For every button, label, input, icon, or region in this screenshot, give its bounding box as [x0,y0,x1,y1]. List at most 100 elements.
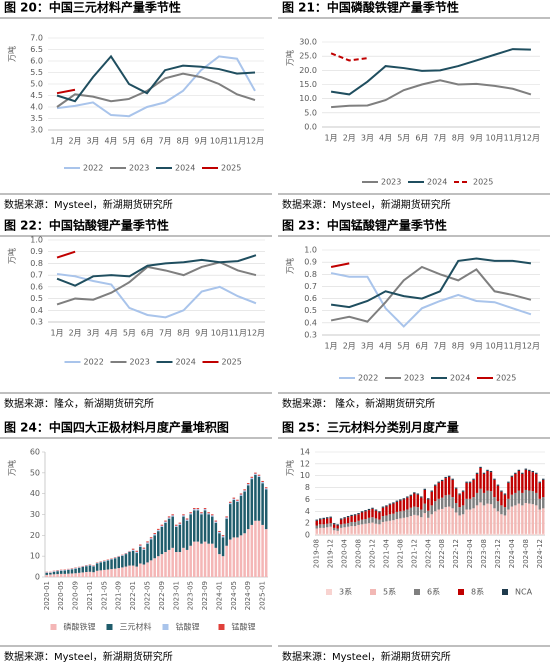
x-tick-label: 2021-05 [100,581,108,610]
bar-segment [486,533,489,535]
bar-segment [254,520,257,577]
bar-segment [521,472,524,474]
y-tick-label: 10 [300,471,310,480]
bar-segment [524,469,528,490]
y-tick-label: 0.3 [30,318,43,327]
bar-segment [542,508,545,534]
bar-segment [378,512,381,520]
bar-segment [182,547,185,577]
bar-segment [325,517,329,519]
bar-segment [468,509,472,534]
bar-segment [531,533,535,535]
x-tick-label: 11月 [229,329,247,338]
bar-segment [500,491,503,506]
bar-segment [510,506,514,534]
bar-segment [524,468,528,470]
bar-segment [210,514,214,516]
legend-label: 锰酸锂 [232,622,256,632]
x-tick-label: 2024-09 [244,581,252,610]
y-tick-label: 8 [305,483,310,492]
bar-segment [332,530,336,534]
series-line [56,250,76,259]
x-tick-label: 9月 [194,137,207,146]
bar-segment [239,495,243,536]
bar-segment [503,494,507,508]
bar-segment [482,473,486,493]
x-tick-label: 7月 [434,134,447,143]
series-line [56,54,256,103]
bar-segment [45,572,49,575]
bar-segment [413,506,416,515]
bar-segment [203,510,207,542]
bar-segment [153,558,156,577]
bar-segment [486,490,489,504]
bar-segment [225,518,228,546]
bar-segment [371,522,374,534]
bar-segment [402,510,406,518]
bar-segment [92,565,95,567]
bar-segment [339,518,343,520]
bar-segment [164,552,167,577]
bar-segment [70,568,74,570]
x-tick-label: 11月 [228,137,246,146]
bar-segment [399,499,402,501]
bar-segment [535,533,538,535]
x-tick-label: 2019-08 [313,539,321,568]
bar-segment [385,521,388,534]
bar-segment [343,523,346,528]
y-tick-label: 0.4 [30,306,43,315]
bar-segment [514,492,517,506]
bar-segment [45,574,49,577]
bar-segment [542,497,545,509]
bar-segment [493,497,496,509]
bar-segment [264,489,268,530]
bar-segment [343,517,346,519]
series-line [56,55,256,118]
x-tick-label: 10月 [211,329,229,338]
bar-segment [392,503,395,514]
bar-segment [427,510,430,518]
bar-segment [178,522,182,524]
bar-segment [207,514,210,544]
bar-segment [514,473,517,493]
bar-segment [325,527,329,534]
bar-segment [479,502,482,534]
bar-segment [142,547,146,549]
bar-segment [189,514,192,546]
y-tick-label: 5.5 [30,68,43,77]
x-tick-label: 2022-09 [158,581,166,610]
bar-segment [461,514,465,534]
legend-swatch [458,589,464,595]
bar-segment [246,529,250,577]
x-tick-label: 2025-01 [259,581,267,610]
bar-segment [517,490,521,504]
x-tick-label: 1月 [50,329,63,338]
legend-label: 2023 [404,374,424,383]
bar-segment [113,557,117,559]
legend-swatch [414,589,420,595]
bar-segment [336,530,339,534]
bar-segment [221,535,225,537]
bar-segment [131,549,135,551]
x-tick-label: 2022-05 [144,581,152,610]
bar-segment [538,533,541,535]
legend-label: 6系 [427,587,440,597]
legend-swatch [326,589,332,595]
bar-segment [315,533,318,535]
bar-segment [200,512,203,514]
bar-segment [486,470,489,491]
y-tick-label: 30.0 [299,38,317,47]
bar-segment [243,490,246,492]
bar-segment [357,513,360,515]
bar-segment [479,468,482,489]
bar-segment [339,533,343,535]
bar-segment [157,556,160,577]
x-tick-label: 2月 [343,134,356,143]
bar-segment [178,552,182,577]
bar-segment [99,570,103,577]
bar-segment [350,514,353,517]
bar-segment [434,484,437,486]
figure-title: 图 21：中国磷酸铁锂产量季节性 [282,0,459,15]
bar-segment [427,498,430,500]
bar-segment [535,472,538,474]
